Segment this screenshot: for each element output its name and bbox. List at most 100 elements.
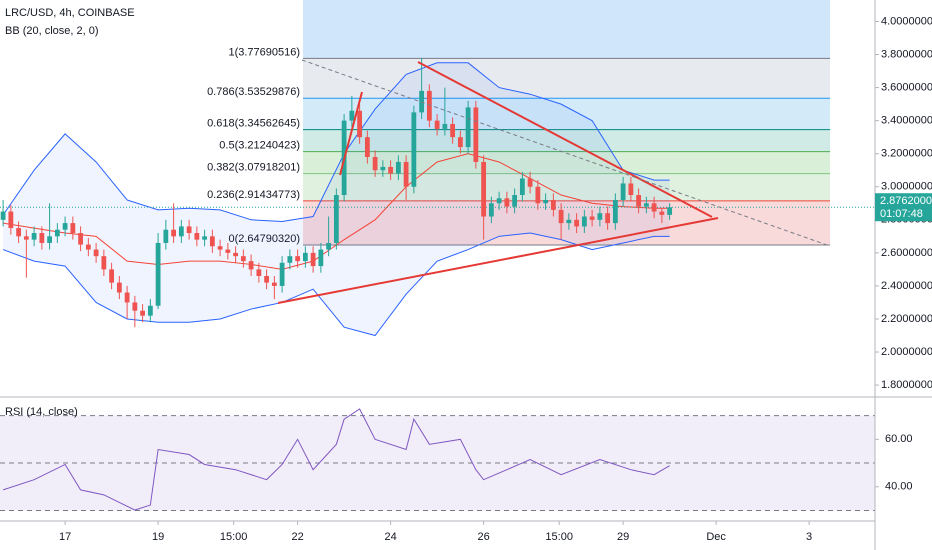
bb-lower xyxy=(2,232,670,337)
candle-body xyxy=(388,166,394,174)
candle-body xyxy=(636,195,642,207)
candle-body xyxy=(457,137,463,148)
candle-body xyxy=(574,219,580,227)
y-tick-label: 4.00000000 xyxy=(881,15,932,27)
fib-zone xyxy=(303,98,831,130)
x-tick-label: 3 xyxy=(806,531,812,543)
candle-body xyxy=(667,207,673,215)
candle-body xyxy=(16,228,22,237)
fib-label: 1(3.77690516) xyxy=(228,46,300,58)
candle-body xyxy=(465,107,471,148)
last-price-box xyxy=(875,193,932,222)
candle-body xyxy=(8,211,14,229)
candle-body xyxy=(581,216,587,227)
trend-line xyxy=(417,61,713,218)
candle-body xyxy=(171,229,177,237)
candle-body xyxy=(326,242,332,250)
indicator-label: BB (20, close, 2, 0) xyxy=(5,25,99,37)
fib-label: 0.5(3.21240423) xyxy=(219,140,300,152)
candle-body xyxy=(473,107,479,162)
candle-body xyxy=(163,229,169,243)
candle-body xyxy=(357,110,363,138)
bb-basis xyxy=(3,153,670,270)
y-tick-label: 3.80000000 xyxy=(881,48,932,60)
y-tick-label: 2.00000000 xyxy=(881,346,932,358)
x-tick-label: Dec xyxy=(706,531,726,543)
candle-body xyxy=(442,123,448,129)
y-tick-label: 2.20000000 xyxy=(881,313,932,325)
rsi-y-tick-label: 40.00 xyxy=(885,481,913,493)
x-tick-label: 15:00 xyxy=(220,531,248,543)
candle-body xyxy=(0,211,6,220)
candle-body xyxy=(496,198,502,204)
fib-label: 0.382(3.07918201) xyxy=(207,162,300,174)
candle-body xyxy=(558,209,564,224)
candle-body xyxy=(450,123,456,138)
candle-body xyxy=(628,183,634,196)
rsi-y-tick-label: 60.00 xyxy=(885,433,913,445)
countdown: 01:07:48 xyxy=(880,208,923,220)
fib-label: 0.236(2.91434773) xyxy=(207,189,300,201)
candle-body xyxy=(620,183,626,200)
candle-body xyxy=(364,137,370,158)
candle-body xyxy=(535,186,541,204)
candle-body xyxy=(643,203,649,207)
candle-body xyxy=(256,269,262,277)
candle-body xyxy=(62,223,68,230)
candle-body xyxy=(512,195,518,207)
x-tick-label: 15:00 xyxy=(545,531,573,543)
candle-body xyxy=(527,178,533,187)
candle-body xyxy=(85,244,91,250)
candle-body xyxy=(519,178,525,196)
candle-body xyxy=(372,157,378,171)
candle-body xyxy=(23,236,29,240)
x-tick-label: 26 xyxy=(477,531,489,543)
candle-body xyxy=(140,310,146,316)
candle-body xyxy=(78,233,84,245)
candle-body xyxy=(54,229,60,237)
candle-body xyxy=(333,195,339,243)
candle-body xyxy=(271,282,277,286)
chart-title: LRC/USD, 4h, COINBASE xyxy=(5,7,135,19)
candle-body xyxy=(380,166,386,171)
y-tick-label: 1.80000000 xyxy=(881,379,932,391)
candle-body xyxy=(132,302,138,311)
candle-body xyxy=(155,242,161,306)
candle-body xyxy=(543,199,549,204)
fib-label: 0(2.64790320) xyxy=(228,233,300,245)
y-tick-label: 3.60000000 xyxy=(881,82,932,94)
candle-body xyxy=(426,90,432,121)
candle-body xyxy=(434,120,440,129)
candle-body xyxy=(651,203,657,212)
candle-body xyxy=(349,110,355,121)
candle-body xyxy=(202,236,208,240)
candle-body xyxy=(124,292,130,303)
candle-body xyxy=(147,305,153,316)
candle-body xyxy=(318,249,324,267)
candle-body xyxy=(395,161,401,174)
x-tick-label: 24 xyxy=(384,531,396,543)
candle-body xyxy=(597,213,603,220)
y-tick-label: 3.00000000 xyxy=(881,181,932,193)
fib-label: 0.786(3.53529876) xyxy=(207,86,300,98)
candle-body xyxy=(550,199,556,210)
candle-body xyxy=(240,256,246,262)
fib-zone xyxy=(303,58,831,99)
candle-body xyxy=(178,226,184,237)
x-tick-label: 17 xyxy=(59,531,71,543)
x-tick-label: 29 xyxy=(617,531,629,543)
candle-body xyxy=(481,161,487,217)
candle-body xyxy=(310,252,316,267)
y-tick-label: 3.40000000 xyxy=(881,115,932,127)
candle-body xyxy=(411,112,417,187)
y-tick-label: 2.60000000 xyxy=(881,247,932,259)
candle-body xyxy=(295,256,301,262)
candle-body xyxy=(47,236,53,243)
candle-body xyxy=(248,261,254,270)
trend-line xyxy=(339,91,363,176)
candle-body xyxy=(209,236,215,247)
candle-body xyxy=(504,198,510,207)
y-tick-label: 2.40000000 xyxy=(881,280,932,292)
candle-body xyxy=(605,213,611,224)
